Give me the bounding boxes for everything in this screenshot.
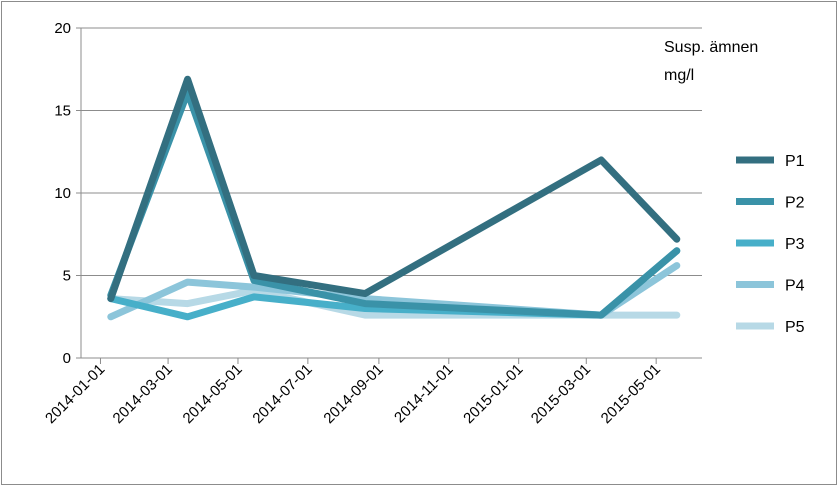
legend-item-p5: P5: [736, 319, 805, 336]
y-tick-label: 10: [54, 185, 71, 202]
y-tick-label: 15: [54, 103, 71, 120]
legend-item-p3: P3: [736, 236, 805, 253]
x-tick-label: 2015-01-01: [460, 361, 526, 427]
legend-label: P5: [785, 319, 805, 336]
x-tick-label: 2014-11-01: [391, 361, 456, 426]
x-tick-labels: 2014-01-01 2014-03-01 2014-05-01 2014-07-01…: [42, 361, 664, 427]
x-tick-label: 2015-03-01: [528, 361, 594, 427]
legend-item-p2: P2: [736, 195, 805, 212]
unit-annotation-line2: mg/l: [664, 67, 694, 84]
unit-annotation-line1: Susp. ämnen: [664, 39, 758, 56]
legend-label: P3: [785, 236, 805, 253]
y-tick-label: 0: [63, 350, 71, 367]
legend-item-p1: P1: [736, 153, 805, 170]
x-tick-label: 2014-05-01: [180, 361, 246, 427]
legend-item-p4: P4: [736, 278, 805, 295]
y-tick-labels: 0 5 10 15 20: [54, 20, 71, 367]
x-tick-label: 2014-01-01: [42, 361, 108, 427]
x-tick-label: 2014-09-01: [320, 361, 386, 427]
series-line-p1: [107, 75, 681, 303]
legend-label: P2: [785, 195, 805, 212]
legend-label: P4: [785, 278, 805, 295]
x-tick-label: 2015-05-01: [598, 361, 664, 427]
axes: [76, 27, 702, 364]
series-lines: [107, 75, 681, 321]
x-tick-label: 2014-07-01: [249, 361, 315, 427]
y-tick-label: 20: [54, 20, 71, 37]
x-tick-label: 2014-03-01: [110, 361, 176, 427]
legend-label: P1: [785, 153, 805, 170]
legend: P1 P2 P3 P4 P5: [736, 153, 805, 336]
gridlines: [81, 27, 702, 276]
y-tick-label: 5: [63, 268, 71, 285]
